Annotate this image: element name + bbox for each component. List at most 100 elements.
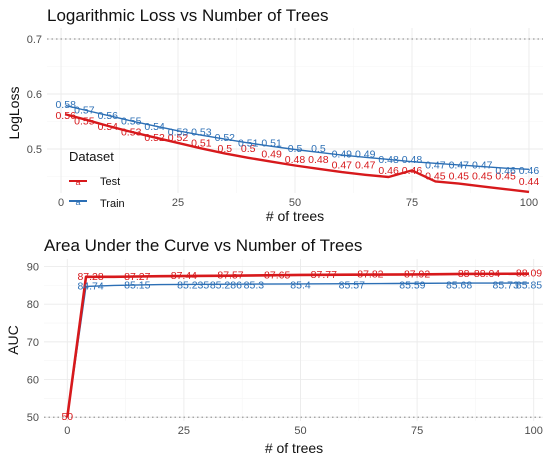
data-label-test: 87.65 xyxy=(264,269,290,281)
auc-x-axis-title: # of trees xyxy=(265,440,323,456)
data-label-test: 0.44 xyxy=(519,176,540,188)
logloss-y-tick-label: 0.5 xyxy=(27,144,42,156)
data-label-test: 0.52 xyxy=(168,132,189,144)
data-label-train: 0.54 xyxy=(144,121,165,133)
logloss-data-labels: 0.560.55 0.54 0.53 0.52 0.52 0.51 0.5 0.5 0.49 0.… xyxy=(55,99,539,188)
data-label-train: 0.55 xyxy=(121,116,142,128)
data-label-test: 0.52 xyxy=(144,132,165,144)
data-label-test: 0.48 xyxy=(308,154,329,166)
auc-tick-labels: 0 25 50 75 100 50 60 70 80 90 xyxy=(27,262,543,437)
data-label-train: 85.4 xyxy=(290,280,311,292)
data-label-train: 0.47 xyxy=(449,160,470,172)
legend-label-train: Train xyxy=(100,198,125,210)
data-label-train: 0.51 xyxy=(261,138,282,150)
data-label-test: 0.49 xyxy=(261,149,282,161)
logloss-x-tick-label: 25 xyxy=(172,197,184,209)
data-label-test: 87.28 xyxy=(77,271,103,283)
data-label-train: 0.47 xyxy=(425,160,446,172)
data-label-test: 0.45 xyxy=(449,171,470,183)
data-label-train: 0.48 xyxy=(402,154,423,166)
auc-grid xyxy=(44,259,543,421)
data-label-train: 85.68 xyxy=(446,280,472,292)
data-label-test: 0.47 xyxy=(355,160,376,172)
data-label-test: 87.82 xyxy=(357,269,383,281)
data-label-test: 88 xyxy=(458,268,470,280)
logloss-x-axis-title: # of trees xyxy=(266,208,324,224)
data-label-train: 0.5 xyxy=(288,143,303,155)
auc-x-tick-label: 100 xyxy=(524,425,542,437)
data-label-train: 85.15 xyxy=(124,280,150,292)
data-label-train: 0.51 xyxy=(238,138,259,150)
data-label-train: 85.59 xyxy=(399,280,425,292)
data-label-train: 0.57 xyxy=(74,105,95,117)
auc-series-lines xyxy=(66,272,530,418)
data-label-test: 0.46 xyxy=(402,165,423,177)
auc-y-tick-label: 80 xyxy=(27,299,39,311)
data-label-train: 84.74 xyxy=(77,280,103,292)
data-label-test: 88.04 xyxy=(474,268,500,280)
logloss-tick-labels: 0 25 50 75 100 0.5 0.6 0.7 xyxy=(27,34,538,209)
data-label-train: 0.53 xyxy=(168,127,189,139)
data-label-test: 0.5 xyxy=(217,143,232,155)
auc-y-tick-label: 60 xyxy=(27,375,39,387)
data-label-test: 87.27 xyxy=(124,271,150,283)
logloss-chart: Logarithmic Loss vs Number of Trees 0.56… xyxy=(6,6,543,224)
data-label-train: 0.58 xyxy=(55,99,76,111)
data-label-train: 85.286 xyxy=(210,280,242,292)
data-label-test: 87.57 xyxy=(217,270,243,282)
data-label-test: 0.47 xyxy=(332,160,353,172)
series-line-train xyxy=(66,282,529,418)
data-label-train: 85.73 xyxy=(493,280,519,292)
data-label-train: 0.56 xyxy=(98,110,119,122)
data-label-test: 87.92 xyxy=(404,268,430,280)
data-label-test: 87.77 xyxy=(311,269,337,281)
auc-x-tick-label: 0 xyxy=(64,425,70,437)
legend-label-test: Test xyxy=(100,176,120,188)
data-label-train: 0.47 xyxy=(472,160,493,172)
data-label-train: 0.49 xyxy=(355,149,376,161)
data-label-test: 0.54 xyxy=(98,121,119,133)
data-label-train: 0.46 xyxy=(519,165,540,177)
data-label-test: 0.56 xyxy=(55,110,76,122)
auc-y-tick-label: 70 xyxy=(27,337,39,349)
auc-data-labels: 50 87.28 87.27 87.44 87.57 87.65 87.77 87.82 87.… xyxy=(61,268,542,424)
logloss-y-tick-label: 0.6 xyxy=(27,89,42,101)
legend: Dataset a Test a Train xyxy=(69,149,125,210)
data-label-train: 0.52 xyxy=(215,132,236,144)
logloss-x-tick-label: 0 xyxy=(58,197,64,209)
logloss-x-tick-label: 75 xyxy=(406,197,418,209)
logloss-title: Logarithmic Loss vs Number of Trees xyxy=(47,6,329,25)
legend-key-test: a xyxy=(69,177,87,187)
data-label-test: 0.53 xyxy=(121,127,142,139)
data-label-train: 85.85 xyxy=(516,280,542,292)
auc-x-tick-label: 25 xyxy=(178,425,190,437)
series-line-test xyxy=(66,272,530,418)
data-label-test: 0.45 xyxy=(425,171,446,183)
data-label-test: 0.45 xyxy=(472,171,493,183)
auc-title: Area Under the Curve vs Number of Trees xyxy=(44,236,362,255)
logloss-y-tick-label: 0.7 xyxy=(27,34,42,46)
data-label-train: 0.46 xyxy=(495,165,516,177)
series-line-train xyxy=(65,104,530,170)
data-label-test: 0.45 xyxy=(495,171,516,183)
series-line-test xyxy=(65,113,530,194)
data-label-test: 0.51 xyxy=(191,138,212,150)
data-label-test: 50 xyxy=(61,411,73,423)
data-label-train: 85.3 xyxy=(244,280,265,292)
legend-key-glyph-test: a xyxy=(75,177,80,187)
logloss-series-lines xyxy=(65,104,530,194)
data-label-test: 0.5 xyxy=(241,143,256,155)
data-label-train: 0.48 xyxy=(378,154,399,166)
data-label-test: 0.55 xyxy=(74,116,95,128)
logloss-x-tick-label: 100 xyxy=(520,197,538,209)
data-label-train: 85.57 xyxy=(339,280,365,292)
data-label-train: 0.49 xyxy=(332,149,353,161)
data-label-train: 0.53 xyxy=(191,127,212,139)
data-label-test: 88.09 xyxy=(516,268,542,280)
auc-y-axis-title: AUC xyxy=(5,325,21,355)
legend-key-glyph-train: a xyxy=(75,197,80,207)
data-label-train: 85.235 xyxy=(177,280,209,292)
data-label-test: 87.44 xyxy=(171,270,197,282)
auc-y-tick-label: 90 xyxy=(27,262,39,274)
